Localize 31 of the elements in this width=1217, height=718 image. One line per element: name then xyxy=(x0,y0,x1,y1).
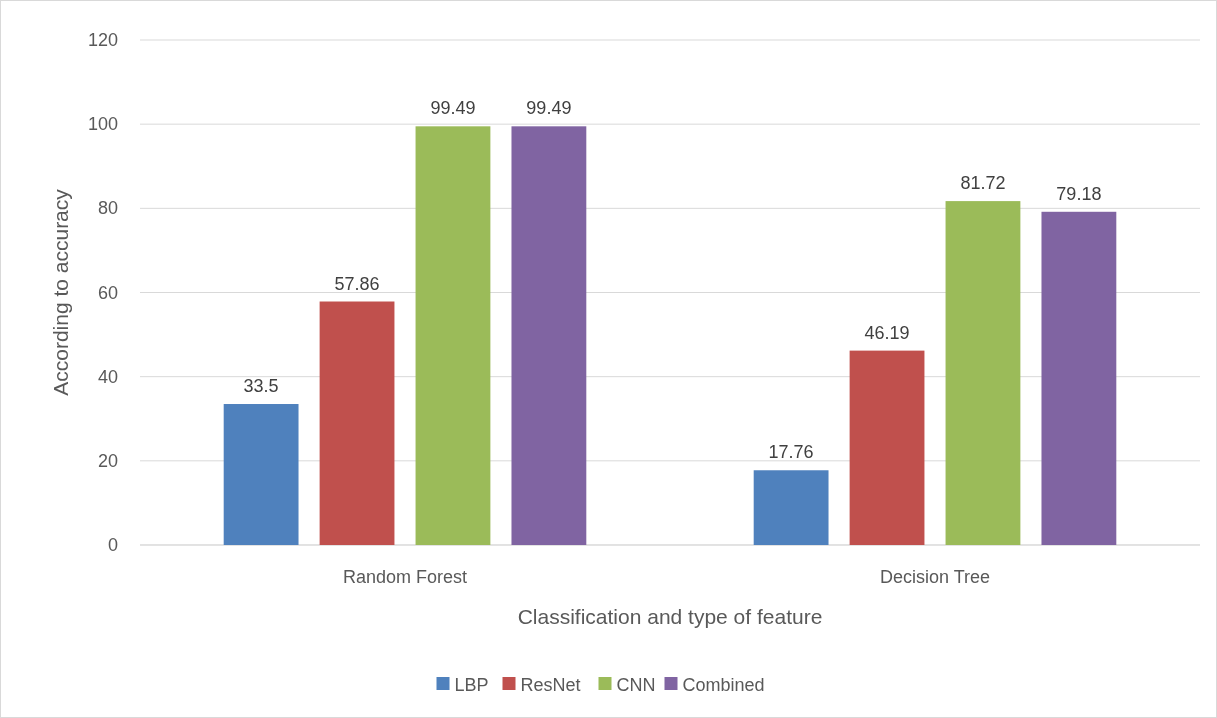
bar xyxy=(415,126,491,545)
y-tick-label: 0 xyxy=(107,535,118,555)
data-label: 81.72 xyxy=(960,173,1006,194)
data-label: 79.18 xyxy=(1056,183,1102,204)
data-label: 57.86 xyxy=(334,273,380,294)
bar xyxy=(511,126,587,545)
y-tick-label: 40 xyxy=(97,366,118,387)
y-tick-label: 80 xyxy=(97,198,118,219)
legend-label: LBP xyxy=(454,675,489,695)
legend-label: ResNet xyxy=(520,675,581,695)
y-tick-label: 100 xyxy=(87,114,118,135)
y-tick-label: 60 xyxy=(97,282,118,303)
y-tick-label: 120 xyxy=(87,30,118,50)
bar xyxy=(849,350,925,545)
y-tick-label: 20 xyxy=(97,450,118,471)
data-label: 33.5 xyxy=(243,376,279,397)
legend-label: Combined xyxy=(682,675,765,695)
x-tick-label: Random Forest xyxy=(342,567,468,587)
bar xyxy=(753,470,829,545)
data-label: 46.19 xyxy=(864,322,910,343)
bar xyxy=(319,301,395,545)
bar xyxy=(945,201,1021,545)
y-axis-title: According to accuracy xyxy=(49,188,72,396)
bar xyxy=(223,404,299,545)
legend-label: CNN xyxy=(616,675,656,695)
bar xyxy=(1041,211,1117,545)
data-label: 17.76 xyxy=(768,442,814,463)
data-label: 99.49 xyxy=(430,98,476,119)
x-axis-title: Classification and type of feature xyxy=(517,605,823,628)
x-tick-label: Decision Tree xyxy=(879,567,991,587)
data-label: 99.49 xyxy=(526,98,572,119)
